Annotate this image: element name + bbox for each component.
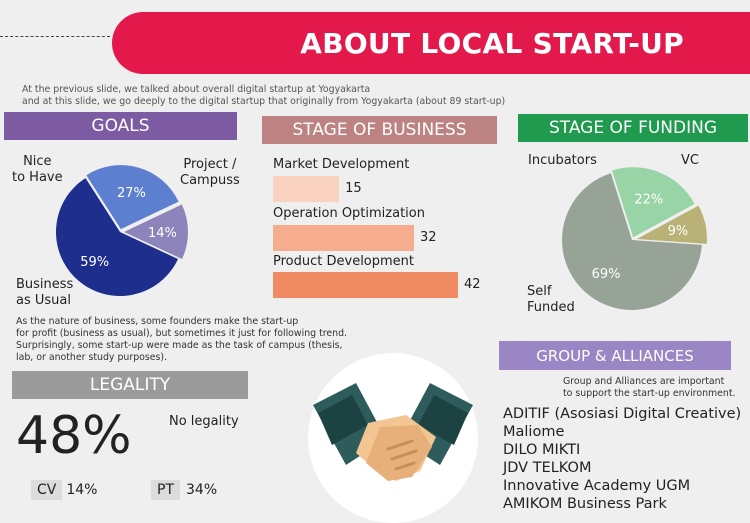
business-header: STAGE OF BUSINESS	[262, 116, 497, 144]
pt-value: 34%	[186, 482, 218, 498]
bar-product	[273, 272, 458, 298]
business-title: STAGE OF BUSINESS	[292, 120, 467, 140]
goals-note-line-1: As the nature of business, some founders…	[16, 316, 299, 327]
legality-title: LEGALITY	[89, 375, 171, 395]
list-item: Maliome	[503, 424, 565, 440]
groups-header: GROUP & ALLIANCES	[499, 341, 731, 370]
goals-note-line-2: for profit (business as usual), but some…	[16, 328, 348, 339]
header-dashed-line	[0, 36, 110, 37]
goals-header: GOALS	[4, 112, 237, 140]
goals-title: GOALS	[91, 116, 150, 136]
title-banner: ABOUT LOCAL START-UP	[112, 12, 750, 74]
legality-cv: CV 14%	[31, 480, 97, 500]
left-sleeve-shade	[318, 395, 368, 445]
bar-value-market: 15	[345, 181, 362, 196]
funding-pie-slice	[636, 205, 707, 244]
funding-pie-slice-label: 9%	[668, 224, 689, 239]
goals-pie-chart: 59% 27% 14%	[55, 165, 188, 296]
funding-pie-slice	[562, 173, 702, 310]
cv-value: 14%	[66, 482, 98, 498]
goals-label-project: Project / Campuss	[180, 157, 240, 188]
goals-label-business: Business as Usual	[16, 277, 74, 308]
right-sleeve-shade	[418, 395, 468, 445]
funding-title: STAGE OF FUNDING	[549, 118, 717, 138]
groups-note: Group and Alliances are important to sup…	[563, 376, 736, 400]
funding-header: STAGE OF FUNDING	[518, 114, 748, 142]
goals-note-line-4: lab, or another study purposes).	[16, 352, 168, 363]
bar-label-product: Product Development	[273, 254, 415, 269]
legality-header: LEGALITY	[12, 371, 248, 399]
funding-label-self: Self Funded	[527, 284, 575, 315]
goals-pie-slice	[55, 178, 179, 296]
funding-pie-slice-label: 69%	[592, 267, 621, 282]
intro-line-2: and at this slide, we go deeply to the d…	[22, 96, 506, 107]
goals-pie-slice-label: 59%	[80, 255, 109, 270]
goals-pie-slice	[86, 165, 179, 230]
intro-text: At the previous slide, we talked about o…	[22, 84, 505, 108]
list-item: Innovative Academy UGM	[503, 478, 691, 494]
legality-pt: PT 34%	[151, 480, 217, 500]
pt-label: PT	[151, 480, 180, 500]
list-item: ADITIF (Asosiasi Digital Creative)	[503, 406, 742, 422]
groups-list: ADITIF (Asosiasi Digital Creative) Malio…	[503, 405, 741, 513]
funding-pie-chart: 69% 22% 9%	[562, 167, 707, 310]
goals-pie-slice	[123, 204, 188, 260]
page-title: ABOUT LOCAL START-UP	[300, 26, 684, 60]
legality-big-percent: 48%	[16, 406, 132, 466]
list-item: JDV TELKOM	[503, 460, 592, 476]
goals-pie-slice-label: 14%	[148, 226, 177, 241]
handshake-illustration	[308, 353, 478, 523]
groups-note-line-2: to support the start-up environment.	[563, 388, 736, 399]
groups-title: GROUP & ALLIANCES	[536, 346, 694, 365]
bar-value-operation: 32	[419, 230, 437, 245]
left-hand	[366, 425, 432, 481]
funding-pie-slice-label: 22%	[634, 192, 663, 207]
goals-note-line-3: Surprisingly, some start-up were made as…	[16, 340, 343, 351]
bar-market	[273, 176, 340, 202]
funding-label-vc: VC	[681, 153, 699, 168]
legality-big-label: No legality	[169, 414, 239, 429]
goals-note: As the nature of business, some founders…	[16, 316, 347, 364]
funding-label-incubators: Incubators	[528, 153, 597, 168]
bar-label-operation: Operation Optimization	[273, 206, 425, 221]
groups-note-line-1: Group and Alliances are important	[563, 376, 725, 387]
bar-operation	[273, 225, 414, 251]
goals-label-nice: Nice to Have	[12, 154, 63, 185]
list-item: DILO MIKTI	[503, 442, 581, 458]
bar-value-product: 42	[464, 277, 481, 292]
intro-line-1: At the previous slide, we talked about o…	[22, 84, 371, 95]
cv-label: CV	[31, 480, 63, 500]
bar-label-market: Market Development	[273, 157, 410, 172]
finger-lines	[386, 439, 418, 471]
goals-pie-slice-label: 27%	[117, 186, 146, 201]
funding-pie-slice	[611, 167, 695, 238]
list-item: AMIKOM Business Park	[503, 496, 667, 512]
